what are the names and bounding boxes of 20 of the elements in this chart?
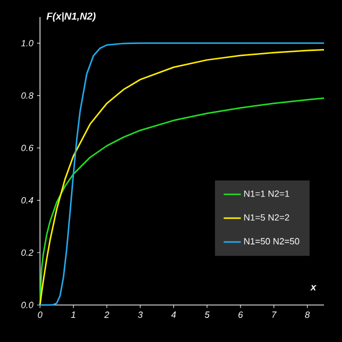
y-tick-label: 1.0 [21,40,34,46]
x-tick-label: 7 [272,312,277,318]
x-tick-label: 8 [305,312,310,318]
x-tick-label: 6 [238,312,243,318]
x-tick-label: 2 [104,312,110,318]
y-axis-title: F(x|N1,N2) [46,12,96,22]
x-axis-title: x [310,285,317,290]
legend-label: N1=1 N2=1 [244,190,290,197]
x-tick-label: 4 [171,312,176,318]
y-tick-label: 0.2 [21,249,34,256]
legend-label: N1=5 N2=2 [244,214,290,221]
x-tick-label: 3 [138,312,143,318]
x-tick-label: 5 [204,312,210,318]
y-tick-label: 0.6 [21,144,34,152]
x-tick-label: 1 [71,312,76,318]
x-tick-label: 0 [38,312,42,318]
y-tick-label: 0.8 [21,92,34,99]
y-tick-label: 0.4 [21,197,34,204]
y-tick-label: 0.0 [21,302,34,308]
legend-label: N1=50 N2=50 [244,238,300,244]
